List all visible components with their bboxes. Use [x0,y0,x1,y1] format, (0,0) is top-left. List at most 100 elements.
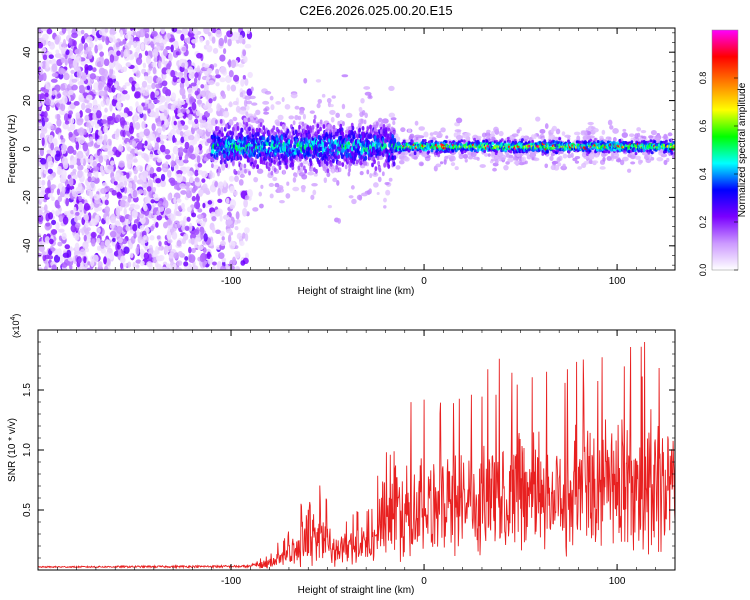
spectrogram-noise-mark [96,237,101,244]
spectrogram-noise-mark [55,221,60,231]
spectrogram-noise-mark [133,115,138,122]
spectrogram-halo-mark [627,153,632,158]
spectrogram-halo-mark [373,182,379,188]
spectrogram-halo-mark [331,168,335,174]
spectrogram-signal-mark [369,124,372,130]
spectrogram-halo-mark [599,166,606,170]
spectrogram-halo-mark [388,112,396,118]
spectrogram-noise-mark [71,32,78,39]
spectrogram-signal-mark [233,168,237,174]
spectrogram-noise-mark [191,265,199,270]
spectrogram-noise-mark [115,207,121,217]
spectrogram-signal-mark [393,155,397,161]
spectrogram-halo-mark [556,156,561,163]
spectrogram-noise-mark [236,219,241,224]
spectrogram-noise-mark [41,179,46,186]
spectrogram-noise-mark [68,131,73,138]
spectrogram-noise-mark [161,80,168,87]
spectrogram-noise-mark [116,226,123,234]
spectrogram-noise-mark [193,229,200,235]
spectrogram-halo-mark [345,112,353,119]
spectrogram-signal-mark [292,120,296,126]
spectrogram-halo-mark [493,126,499,133]
spectrogram-noise-mark [159,95,166,103]
spectrogram-halo-mark [464,132,471,137]
spectrogram-noise-mark [100,187,107,195]
spectrogram-noise-mark [218,37,225,47]
spectrogram-noise-mark [100,248,106,254]
spectrogram-noise-mark [201,178,206,183]
spectrogram-noise-mark [181,28,189,36]
spectrogram-signal-mark [384,127,388,132]
spectrogram-noise-mark [101,34,105,43]
spectrogram-noise-mark [160,173,166,182]
spectrogram-signal-mark [231,130,235,136]
spectrogram-signal-mark [423,139,427,143]
spectrogram-noise-mark [159,140,165,145]
spectrogram-noise-mark [113,83,118,89]
spectrogram-noise-mark [62,90,69,97]
spectrogram-halo-mark [513,161,519,165]
spectrogram-noise-mark [151,82,156,90]
spectrogram-noise-mark [119,199,127,208]
spectrogram-halo-mark [492,167,497,172]
spectrogram-noise-mark [143,252,150,260]
spectrogram-signal-mark [275,157,278,163]
spectrogram-noise-mark [44,98,51,106]
spectrogram-signal-mark [333,144,337,149]
spectrogram-signal-mark [215,119,218,125]
spectrogram-noise-mark [203,104,209,109]
spectrogram-signal-mark [243,163,247,169]
spectrogram-noise-mark [118,41,124,46]
spectrogram-noise-mark [219,215,223,222]
spectrogram-noise-mark [68,37,73,46]
spectrogram-signal-mark [331,158,335,164]
spectrogram-noise-mark [233,190,238,196]
spectrogram-noise-mark [145,167,150,172]
spectrogram-halo-mark [253,176,259,183]
spectrogram-signal-mark [460,150,464,155]
spectrogram-noise-mark [244,227,250,234]
spectrogram-noise-mark [201,170,208,178]
spectrogram-noise-mark [162,73,167,79]
spectrogram-noise-mark [77,216,82,221]
spectrogram-signal-mark [277,129,281,134]
spectrogram-noise-mark [62,216,69,225]
spectrogram-noise-mark [201,115,206,121]
spectrogram-noise-mark [162,86,169,95]
spectrogram-noise-mark [188,246,192,254]
spectrogram-noise-mark [167,231,172,241]
spectrogram-signal-mark [285,158,289,164]
spectrogram-signal-mark [250,157,254,163]
spectrogram-halo-mark [279,200,285,204]
spectrogram-noise-mark [117,145,124,152]
spectrogram-noise-mark [84,114,90,122]
spectrogram-noise-mark [181,62,186,68]
spectrogram-noise-mark [93,193,100,201]
spectrogram-halo-mark [245,100,253,105]
spectrogram-halo-mark [605,136,611,140]
spectrogram-noise-mark [183,261,189,267]
spectrogram-noise-mark [103,58,110,67]
spectrogram-noise-mark [122,90,128,95]
spectrogram-halo-mark [377,176,382,183]
spectrogram-noise-mark [71,78,78,83]
spectrogram-noise-mark [61,262,68,268]
spectrogram-halo-mark [331,95,336,99]
spectrogram-halo-mark [284,104,291,110]
spectrogram-noise-mark [73,100,80,106]
spectrogram-noise-mark [50,142,55,151]
spectrogram-noise-mark [226,30,233,38]
spectrogram-noise-mark [207,80,215,86]
spectrogram-noise-mark [111,176,116,185]
spectrogram-noise-mark [66,187,70,194]
spectrogram-noise-mark [159,144,166,153]
spectrogram-noise-mark [171,231,178,240]
spectrogram-noise-mark [119,215,126,223]
spectrogram-noise-mark [240,78,245,87]
spectrogram-noise-mark [158,240,162,247]
spectrogram-noise-mark [194,146,200,155]
spectrogram-noise-mark [89,136,94,142]
spectrogram-noise-mark [144,99,150,104]
